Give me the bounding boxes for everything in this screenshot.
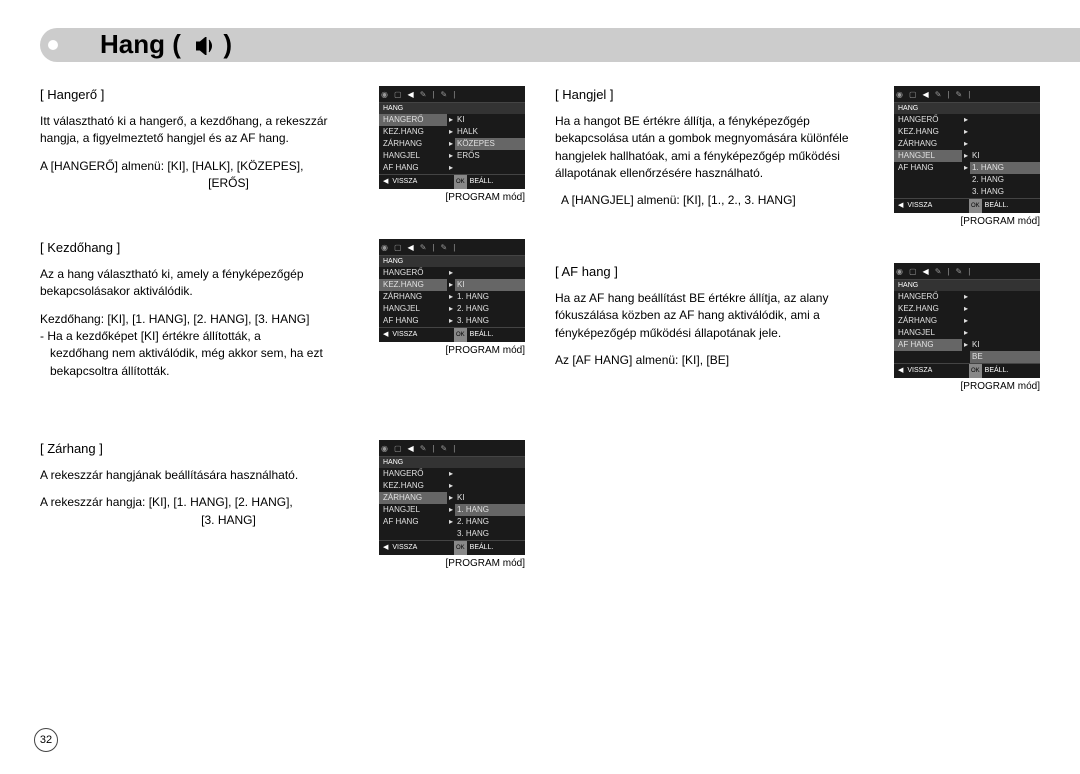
afhang-text: [ AF hang ] Ha az AF hang beállítást BE … <box>555 263 882 369</box>
lcd-band: HANG <box>379 103 525 114</box>
title-close: ) <box>223 29 232 59</box>
lcd-afhang: ◉▢◀✎|✎| HANG HANGERŐ▸ KEZ.HANG▸ ZÁRHANG▸… <box>894 263 1040 378</box>
section-afhang: [ AF hang ] Ha az AF hang beállítást BE … <box>555 263 1040 392</box>
hangero-p1: Itt választható ki a hangerő, a kezdőhan… <box>40 113 367 148</box>
lcd-tabs: ◉▢◀✎|✎| <box>379 86 525 103</box>
lcd-zarhang: ◉▢◀✎|✎| HANG HANGERŐ▸ KEZ.HANG▸ ZÁRHANG▸… <box>379 440 525 555</box>
content-grid: [ Hangerő ] Itt választható ki a hangerő… <box>0 86 1080 569</box>
left-column: [ Hangerő ] Itt választható ki a hangerő… <box>40 86 525 569</box>
afhang-p2: Az [AF HANG] almenü: [KI], [BE] <box>555 352 882 369</box>
lcd-hangero: ◉▢◀✎|✎| HANG HANGERŐ▸KI KEZ.HANG▸HALK ZÁ… <box>379 86 525 189</box>
header-bullet <box>48 40 58 50</box>
lcd-zarhang-wrap: ◉▢◀✎|✎| HANG HANGERŐ▸ KEZ.HANG▸ ZÁRHANG▸… <box>379 440 525 569</box>
page-title: Hang ( ) <box>100 29 232 62</box>
section-hangero: [ Hangerő ] Itt választható ki a hangerő… <box>40 86 525 203</box>
lcd-hangjel: ◉▢◀✎|✎| HANG HANGERŐ▸ KEZ.HANG▸ ZÁRHANG▸… <box>894 86 1040 213</box>
hangjel-title: [ Hangjel ] <box>555 86 882 105</box>
hangjel-p1: Ha a hangot BE értékre állítja, a fényké… <box>555 113 882 183</box>
zarhang-p2b: [3. HANG] <box>40 512 367 529</box>
kezdohang-text: [ Kezdőhang ] Az a hang választható ki, … <box>40 239 367 380</box>
zarhang-p1: A rekeszzár hangjának beállítására haszn… <box>40 467 367 484</box>
zarhang-text: [ Zárhang ] A rekeszzár hangjának beállí… <box>40 440 367 529</box>
zarhang-p2: A rekeszzár hangja: [KI], [1. HANG], [2.… <box>40 494 367 511</box>
kezdohang-p2: Kezdőhang: [KI], [1. HANG], [2. HANG], [… <box>40 311 367 328</box>
page-number: 32 <box>34 728 58 752</box>
kezdohang-p3b: kezdőhang nem aktiválódik, még akkor sem… <box>40 345 367 380</box>
section-kezdohang: [ Kezdőhang ] Az a hang választható ki, … <box>40 239 525 380</box>
section-hangjel: [ Hangjel ] Ha a hangot BE értékre állít… <box>555 86 1040 227</box>
hangero-p2b: [ERŐS] <box>40 175 367 192</box>
hangero-p2: A [HANGERŐ] almenü: [KI], [HALK], [KÖZEP… <box>40 158 367 175</box>
afhang-title: [ AF hang ] <box>555 263 882 282</box>
lcd-kezdohang-wrap: ◉▢◀✎|✎| HANG HANGERŐ▸ KEZ.HANG▸KI ZÁRHAN… <box>379 239 525 356</box>
lcd-kezdohang: ◉▢◀✎|✎| HANG HANGERŐ▸ KEZ.HANG▸KI ZÁRHAN… <box>379 239 525 342</box>
lcd-afhang-wrap: ◉▢◀✎|✎| HANG HANGERŐ▸ KEZ.HANG▸ ZÁRHANG▸… <box>894 263 1040 392</box>
lcd-hangjel-wrap: ◉▢◀✎|✎| HANG HANGERŐ▸ KEZ.HANG▸ ZÁRHANG▸… <box>894 86 1040 227</box>
lcd-caption: [PROGRAM mód] <box>379 192 525 203</box>
hangero-text: [ Hangerő ] Itt választható ki a hangerő… <box>40 86 367 192</box>
kezdohang-p1: Az a hang választható ki, amely a fényké… <box>40 266 367 301</box>
right-column: [ Hangjel ] Ha a hangot BE értékre állít… <box>555 86 1040 569</box>
title-text: Hang ( <box>100 29 181 59</box>
speaker-icon <box>196 31 216 62</box>
kezdohang-title: [ Kezdőhang ] <box>40 239 367 258</box>
lcd-hangero-wrap: ◉▢◀✎|✎| HANG HANGERŐ▸KI KEZ.HANG▸HALK ZÁ… <box>379 86 525 203</box>
zarhang-title: [ Zárhang ] <box>40 440 367 459</box>
page-header: Hang ( ) <box>40 28 1080 62</box>
kezdohang-p3a: - Ha a kezdőképet [KI] értékre állítottá… <box>40 328 367 345</box>
hangjel-p2: A [HANGJEL] almenü: [KI], [1., 2., 3. HA… <box>555 192 882 209</box>
afhang-p1: Ha az AF hang beállítást BE értékre állí… <box>555 290 882 342</box>
hangjel-text: [ Hangjel ] Ha a hangot BE értékre állít… <box>555 86 882 210</box>
hangero-title: [ Hangerő ] <box>40 86 367 105</box>
section-zarhang: [ Zárhang ] A rekeszzár hangjának beállí… <box>40 440 525 569</box>
